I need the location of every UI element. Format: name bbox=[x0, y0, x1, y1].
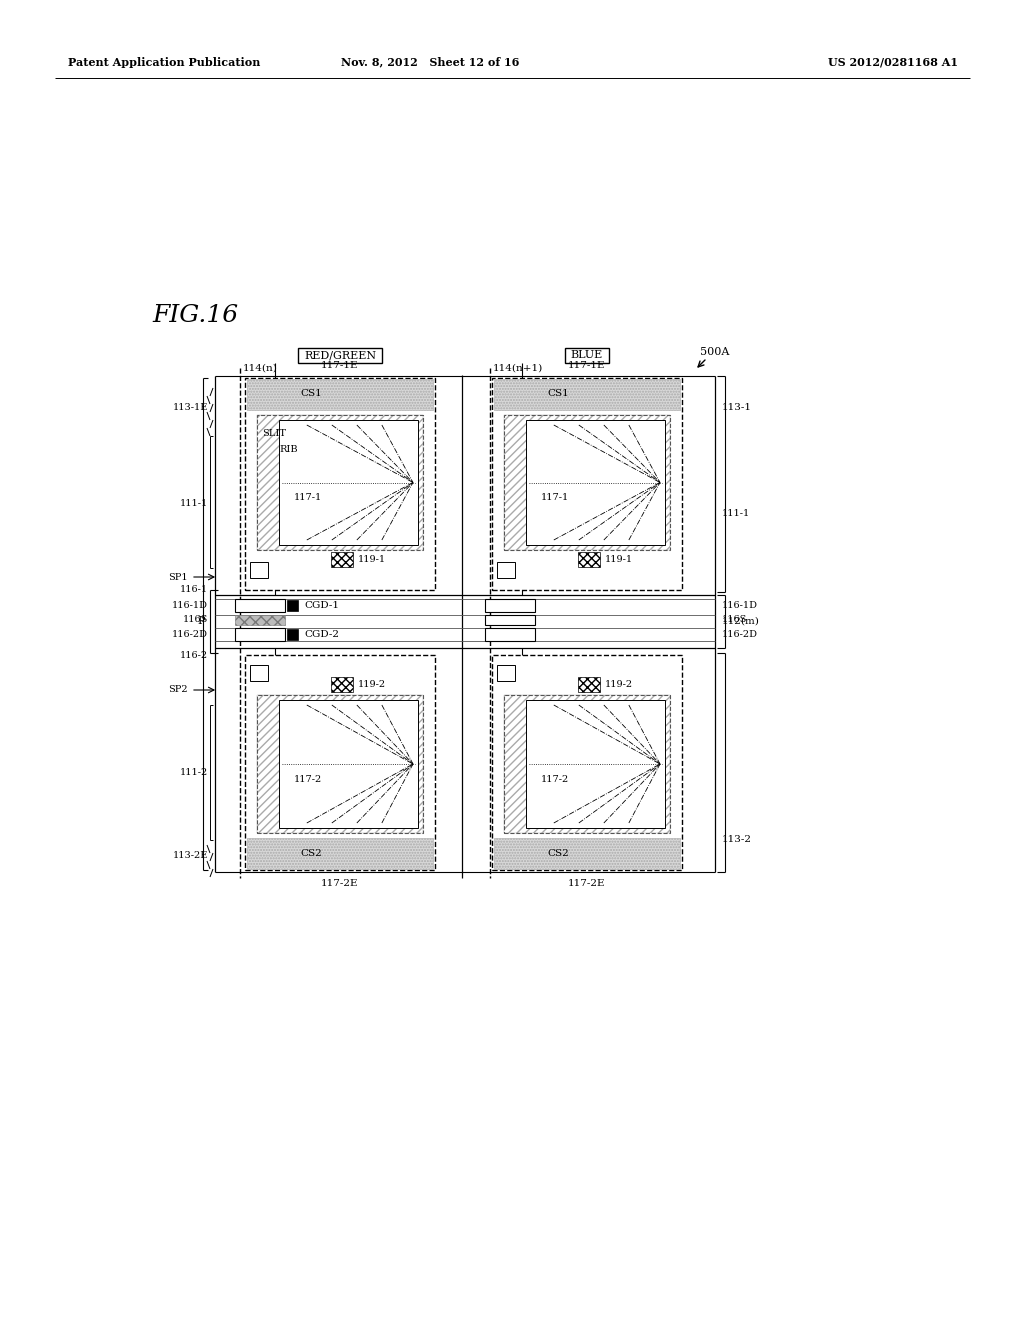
Bar bbox=[526, 700, 665, 828]
Bar bbox=[279, 420, 418, 545]
Text: P: P bbox=[198, 616, 205, 627]
Bar bbox=[245, 655, 435, 870]
Text: 112(m): 112(m) bbox=[722, 616, 760, 626]
Text: RED/GREEN: RED/GREEN bbox=[304, 351, 376, 360]
Bar bbox=[504, 696, 670, 833]
Bar bbox=[494, 379, 680, 411]
Text: CS2: CS2 bbox=[547, 850, 568, 858]
Text: 116-2D: 116-2D bbox=[172, 630, 208, 639]
Bar bbox=[485, 615, 535, 624]
Bar bbox=[279, 700, 418, 828]
Bar bbox=[497, 562, 515, 578]
Text: 113-2E: 113-2E bbox=[173, 850, 208, 859]
Text: 119-2: 119-2 bbox=[357, 680, 386, 689]
Bar bbox=[331, 552, 352, 568]
Text: 114(n): 114(n) bbox=[243, 363, 278, 372]
Text: CS1: CS1 bbox=[300, 389, 322, 399]
Text: 114(n+1): 114(n+1) bbox=[493, 363, 544, 372]
Bar bbox=[257, 414, 423, 550]
Text: 116-1D: 116-1D bbox=[172, 601, 208, 610]
Bar bbox=[485, 599, 535, 612]
Bar bbox=[504, 414, 670, 550]
Text: RIB: RIB bbox=[279, 446, 298, 454]
Text: 111-2: 111-2 bbox=[180, 768, 208, 777]
Bar bbox=[234, 599, 285, 612]
Bar bbox=[287, 601, 298, 611]
Text: 116S: 116S bbox=[182, 615, 208, 624]
Bar bbox=[492, 378, 682, 590]
Text: 116-1: 116-1 bbox=[180, 585, 208, 594]
Text: 113-1: 113-1 bbox=[722, 404, 752, 412]
Text: CS2: CS2 bbox=[300, 850, 322, 858]
Text: US 2012/0281168 A1: US 2012/0281168 A1 bbox=[828, 57, 958, 67]
Bar bbox=[287, 630, 298, 640]
Bar bbox=[257, 696, 423, 833]
Bar bbox=[526, 420, 665, 545]
Text: 117-1E: 117-1E bbox=[322, 362, 358, 371]
Bar bbox=[245, 378, 435, 590]
Bar bbox=[485, 628, 535, 642]
Bar bbox=[250, 665, 268, 681]
Text: 116S: 116S bbox=[722, 615, 748, 624]
Text: SP2: SP2 bbox=[168, 685, 188, 694]
Text: 113-1E: 113-1E bbox=[173, 404, 208, 412]
Text: 116-1D: 116-1D bbox=[722, 601, 758, 610]
Bar bbox=[234, 628, 285, 642]
Text: CS1: CS1 bbox=[547, 389, 568, 399]
Text: 119-1: 119-1 bbox=[357, 554, 386, 564]
Text: SLIT: SLIT bbox=[262, 429, 286, 437]
Text: 119-2: 119-2 bbox=[604, 680, 633, 689]
Text: CGD-1: CGD-1 bbox=[304, 601, 339, 610]
Text: 500A: 500A bbox=[700, 347, 729, 356]
Text: 116-2: 116-2 bbox=[180, 652, 208, 660]
Bar bbox=[494, 838, 680, 869]
Text: 117-2: 117-2 bbox=[294, 775, 323, 784]
Bar bbox=[247, 379, 433, 411]
Bar bbox=[250, 562, 268, 578]
Bar bbox=[492, 655, 682, 870]
Bar bbox=[497, 665, 515, 681]
Text: 119-1: 119-1 bbox=[604, 554, 633, 564]
Text: 117-1: 117-1 bbox=[294, 492, 323, 502]
Text: 117-1: 117-1 bbox=[541, 492, 569, 502]
Bar bbox=[331, 677, 352, 692]
Bar bbox=[257, 696, 423, 833]
Bar bbox=[298, 348, 382, 363]
Text: 117-2E: 117-2E bbox=[322, 879, 358, 888]
Bar bbox=[578, 552, 599, 568]
Text: Nov. 8, 2012   Sheet 12 of 16: Nov. 8, 2012 Sheet 12 of 16 bbox=[341, 57, 519, 67]
Bar bbox=[247, 838, 433, 869]
Bar bbox=[578, 677, 599, 692]
Bar bbox=[504, 696, 670, 833]
Text: 117-2E: 117-2E bbox=[568, 879, 606, 888]
Bar bbox=[565, 348, 609, 363]
Text: FIG.16: FIG.16 bbox=[152, 304, 239, 326]
Bar bbox=[234, 615, 285, 624]
Text: 111-1: 111-1 bbox=[722, 510, 751, 519]
Bar bbox=[257, 414, 423, 550]
Text: 117-2: 117-2 bbox=[541, 775, 569, 784]
Text: 117-1E: 117-1E bbox=[568, 362, 606, 371]
Text: 111-1: 111-1 bbox=[180, 499, 208, 508]
Text: 113-2: 113-2 bbox=[722, 836, 752, 845]
Text: SP1: SP1 bbox=[168, 573, 188, 582]
Text: Patent Application Publication: Patent Application Publication bbox=[68, 57, 260, 67]
Bar bbox=[504, 414, 670, 550]
Text: CGD-2: CGD-2 bbox=[304, 630, 339, 639]
Text: 116-2D: 116-2D bbox=[722, 630, 758, 639]
Text: BLUE: BLUE bbox=[570, 351, 603, 360]
